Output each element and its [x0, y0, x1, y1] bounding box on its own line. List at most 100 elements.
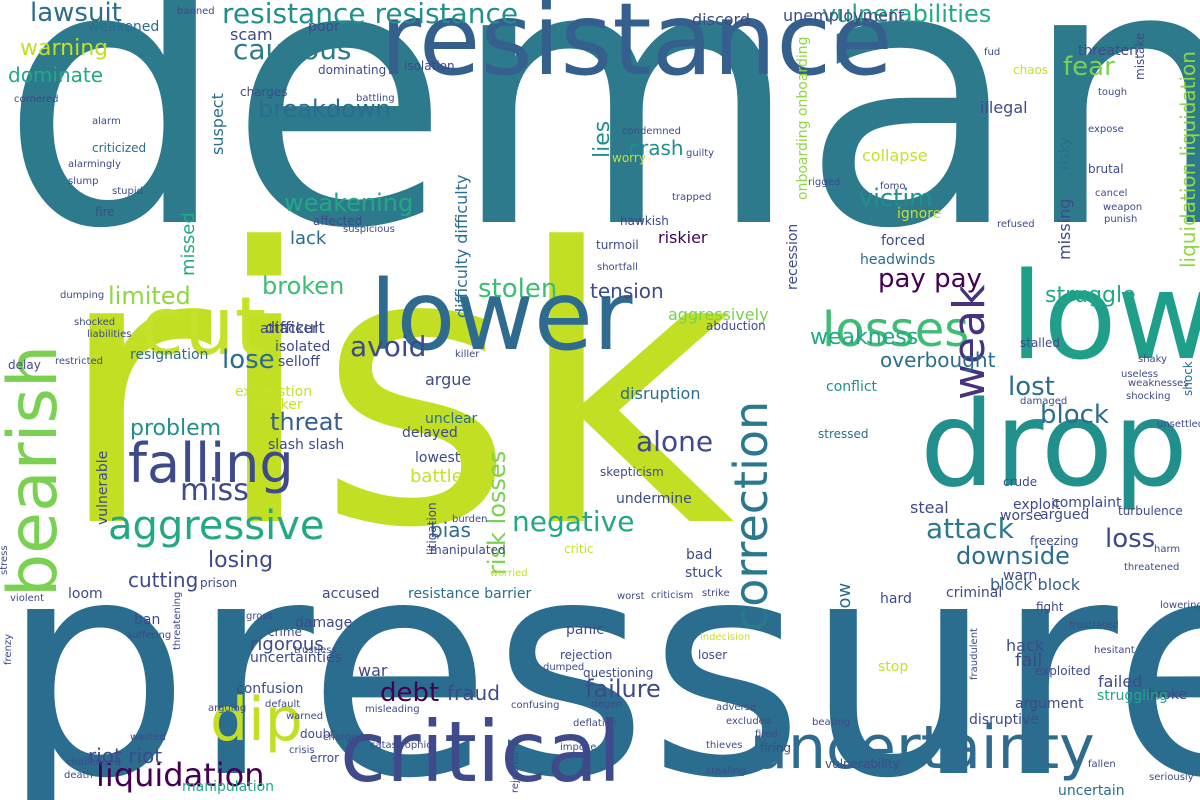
word: overbought	[880, 348, 996, 372]
word: brutal	[1088, 162, 1124, 176]
word: arguing	[208, 703, 247, 714]
word: lawsuit	[30, 0, 122, 28]
word: problem	[130, 416, 222, 441]
word: dominate	[8, 63, 104, 87]
word: illegal	[980, 98, 1028, 117]
word: shortfall	[597, 262, 638, 273]
word: loom	[68, 586, 103, 602]
word: firing	[760, 741, 792, 755]
word: uncertainties	[250, 650, 342, 666]
word: cut	[140, 280, 267, 373]
word: unclear	[425, 411, 478, 427]
word: unemployment	[783, 6, 905, 25]
word: stupid	[112, 186, 143, 197]
word: confusion	[236, 681, 304, 697]
word: disruption	[620, 384, 701, 403]
word: uncertainty	[750, 713, 1095, 783]
word: crash	[629, 136, 684, 160]
word: discord	[692, 10, 750, 29]
word: lowering	[1160, 600, 1200, 611]
word: unsettled	[1157, 419, 1200, 430]
word: failed	[1098, 672, 1143, 691]
word: exploit	[1013, 497, 1061, 513]
word: suspect	[208, 93, 227, 155]
word: selloff	[278, 354, 320, 370]
word: liquidation liquidation	[1176, 51, 1200, 268]
word: rigged	[808, 177, 841, 188]
word: weakened	[88, 19, 160, 35]
word: shocked	[74, 317, 116, 328]
word: miss	[180, 473, 249, 508]
word: demand	[0, 0, 1200, 307]
word: weaknesses	[1128, 378, 1189, 389]
word: criticized	[92, 141, 147, 155]
word: warn	[1003, 568, 1038, 584]
word: killer	[455, 349, 480, 360]
word: missed	[178, 212, 199, 276]
word: severe	[114, 339, 148, 350]
word: critical	[340, 703, 622, 800]
word: cutting	[128, 568, 199, 592]
word: adverse	[716, 702, 757, 713]
word: trapped	[672, 192, 712, 203]
word: accused	[322, 586, 380, 602]
word: frustrated	[1069, 620, 1119, 631]
word: threatened	[1124, 562, 1180, 573]
word: liquidation	[96, 756, 265, 794]
word: exploited	[1035, 664, 1091, 678]
word: stuck	[685, 565, 723, 581]
word: questioning	[583, 666, 654, 680]
word: exhaustion	[235, 384, 313, 400]
word: tension	[590, 279, 664, 303]
word: battling	[356, 93, 395, 104]
word: resistance barrier	[408, 586, 532, 602]
word: stalled	[1020, 336, 1060, 350]
word: condemned	[622, 126, 682, 137]
word: block block	[990, 575, 1080, 594]
word: chaos	[1013, 63, 1049, 77]
word: battle	[410, 466, 463, 487]
word: cancel	[1095, 188, 1128, 199]
word: dominating	[318, 63, 387, 77]
word: ban	[134, 612, 161, 628]
word: alone	[636, 425, 714, 458]
word: weapon	[1103, 202, 1143, 213]
word: avoid	[350, 330, 427, 363]
word: lose	[222, 345, 275, 375]
word: weak	[944, 284, 995, 401]
word: rejected	[510, 752, 521, 793]
word: broke	[1148, 687, 1188, 703]
word: victim	[859, 184, 933, 212]
word: useless	[1121, 369, 1159, 380]
word: hack	[1006, 636, 1045, 655]
word: undermine	[616, 491, 692, 507]
word: threat	[270, 408, 343, 436]
word: difficulty difficulty	[452, 174, 471, 318]
word: manipulated	[430, 543, 506, 557]
word: bad	[686, 547, 713, 563]
word: gross	[246, 611, 273, 622]
word: crime	[268, 625, 302, 639]
word: lies	[590, 120, 615, 158]
word: beating	[812, 717, 851, 728]
word: fud	[984, 47, 1001, 58]
word: charged	[323, 732, 364, 743]
word: deflation	[573, 718, 618, 729]
word: liabilities	[87, 329, 132, 340]
word: charges	[240, 85, 288, 99]
word: isolated	[275, 339, 331, 355]
word: breakdown	[258, 95, 391, 123]
word: catastrophic	[370, 740, 432, 751]
word: argue	[425, 370, 472, 389]
word: correction	[724, 400, 778, 632]
word: threatening	[172, 591, 183, 650]
word: damage	[295, 615, 353, 631]
word: burden	[452, 514, 488, 525]
word: lower	[370, 260, 633, 372]
word: suspicious	[343, 224, 395, 235]
word: dumping	[60, 290, 105, 301]
word: resignation	[130, 347, 209, 363]
word: argued	[1040, 507, 1090, 523]
word: fight	[1036, 600, 1064, 614]
